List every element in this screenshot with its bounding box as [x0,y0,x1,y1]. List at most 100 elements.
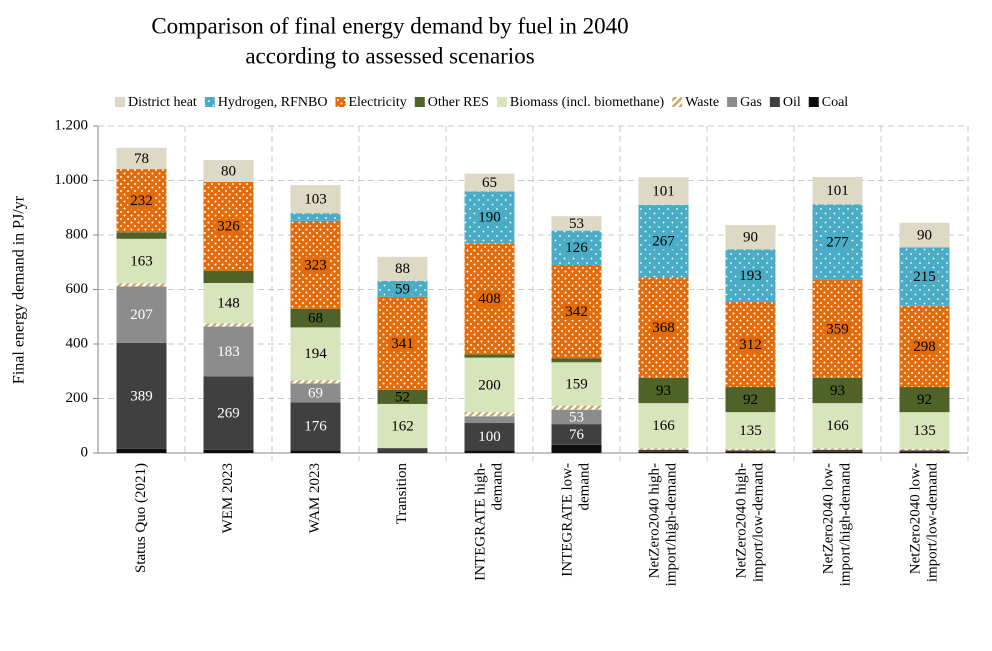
data-label: 215 [913,269,936,285]
bar-segment [899,222,950,248]
data-label: 341 [391,336,414,352]
data-label: 163 [130,253,153,269]
data-label: 101 [826,183,849,199]
legend-label: District heat [128,95,197,110]
data-label: 176 [304,419,327,435]
bar-segment [203,323,254,327]
bar-segment [464,450,515,453]
legend-label: Coal [822,95,849,110]
data-label: 92 [917,392,932,408]
bar-segment [812,403,863,449]
bar-segment [638,403,689,449]
label-bg [128,193,155,210]
bar-segment [290,383,341,403]
bar-segment [377,452,428,453]
legend-swatch [204,97,215,107]
y-tick-label: 800 [66,226,89,242]
bar-segment [551,444,602,453]
legend-label: Electricity [348,95,406,110]
bar-segment [377,256,428,281]
legend-label: Oil [783,95,801,110]
bar-segment [464,173,515,192]
legend-swatch [335,97,346,107]
bar-segment [203,376,254,450]
x-tick-label: WEM 2023 [220,463,236,534]
label-bg [389,335,416,352]
bar-segment [638,377,689,404]
bar-segment [464,357,515,413]
label-bg [302,257,329,274]
bar-segment [638,177,689,205]
bar-segment [899,450,950,452]
legend-swatch [414,97,425,107]
data-label: 408 [478,291,501,307]
data-label: 190 [478,210,501,226]
data-label: 323 [304,257,327,273]
bar-segment [290,450,341,453]
bar-segment [899,412,950,449]
data-label: 92 [743,392,758,408]
data-label: 53 [569,409,584,425]
bar-segment [638,449,689,452]
label-bg [476,209,503,226]
bar-segment [116,448,167,453]
bar-segment [899,448,950,451]
bar-segment [725,412,776,449]
data-label: 269 [217,406,240,422]
legend-label: Hydrogen, RFNBO [218,95,328,110]
data-label: 93 [656,383,671,399]
legend-label: Gas [740,95,762,110]
bar-segment [812,377,863,404]
data-label: 162 [391,418,414,434]
legend-swatch [769,97,780,107]
x-tick-label: Status Quo (2021) [133,463,149,573]
data-label: 103 [304,192,327,208]
bar-segment [812,448,863,450]
data-label: 78 [134,151,149,167]
bar-segment [116,342,167,449]
x-tick-label: INTEGRATE high-demand [472,463,506,581]
bar-segment [812,176,863,205]
data-label: 326 [217,219,240,235]
legend-swatch [808,97,819,107]
data-label: 135 [913,423,936,439]
label-bg [737,336,764,353]
bar-segment [203,160,254,182]
bar-segment [725,451,776,453]
bar-segment [638,448,689,450]
bar-segment [551,409,602,425]
legend-swatch [727,97,738,107]
bar-segment [551,216,602,231]
data-label: 93 [830,383,845,399]
bar-segment [203,282,254,324]
data-label: 90 [743,230,758,246]
data-label: 69 [308,385,323,401]
data-label: 126 [565,240,588,256]
data-label: 52 [395,389,410,405]
bar-segment [116,147,167,170]
bar-segment [725,450,776,452]
chart-title: according to assessed scenarios [245,43,534,68]
data-label: 298 [913,339,936,355]
x-tick-label: NetZero2040 low-import/low-demand [907,463,941,583]
data-label: 183 [217,344,240,360]
label-bg [737,268,764,285]
bar-segment [290,380,341,384]
bar-segment [464,423,515,451]
data-label: 193 [739,268,762,284]
x-tick-label: NetZero2040 low-import/high-demand [820,463,854,587]
data-label: 65 [482,175,497,191]
label-bg [393,281,412,298]
bar-segment [203,270,254,283]
data-label: 80 [221,163,236,179]
bar-segment [116,286,167,343]
data-label: 59 [395,281,410,297]
legend-swatch [496,97,507,107]
data-label: 159 [565,376,588,392]
legend-label: Other RES [428,95,489,110]
bar-segment [377,448,428,453]
data-label: 76 [569,427,585,443]
bar-segment [551,358,602,363]
